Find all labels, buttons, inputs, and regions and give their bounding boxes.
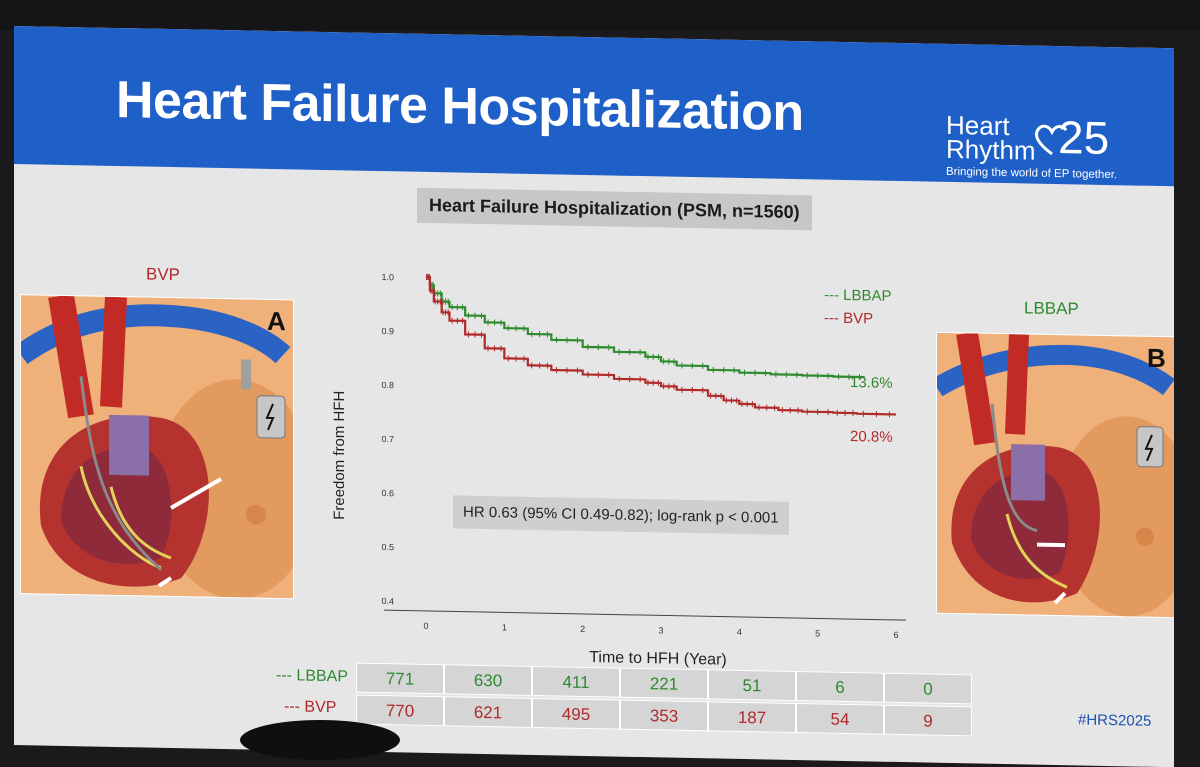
x-tick-labels: 0 1 2 3 4 5 6 <box>423 621 898 640</box>
risk-cell-lbbap: 411 <box>532 665 620 698</box>
risk-row-lbbap-label: --- LBBAP <box>276 667 349 686</box>
x-tick-label: 5 <box>815 628 820 638</box>
x-tick-label: 4 <box>737 627 742 637</box>
x-tick-label: 3 <box>658 625 663 635</box>
logo-word-rhythm: Rhythm <box>946 133 1036 166</box>
risk-cell-bvp: 54 <box>796 703 884 735</box>
conference-hashtag: #HRS2025 <box>1078 711 1152 730</box>
y-tick-label: 0.4 <box>381 596 394 606</box>
panel-letter-a: A <box>267 305 286 337</box>
x-tick-label: 0 <box>423 621 428 631</box>
x-tick-label: 6 <box>893 630 898 640</box>
x-axis-line <box>384 609 906 621</box>
left-panel-label: BVP <box>146 264 181 285</box>
risk-cell-lbbap: 51 <box>708 669 796 702</box>
y-tick-label: 0.9 <box>381 326 394 336</box>
x-tick-label: 1 <box>502 622 507 632</box>
km-curve-chart: 0.4 0.5 0.6 0.7 0.8 0.9 1.0 0 1 2 3 4 5 6 Freedom fr… <box>331 272 906 669</box>
km-curve-lbbap <box>426 275 865 379</box>
risk-cell-lbbap: 630 <box>444 664 532 696</box>
hazard-ratio-annotation: HR 0.63 (95% CI 0.49-0.82); log-rank p <… <box>453 495 789 535</box>
logo-year: 25 <box>1058 111 1110 165</box>
panel-letter-b: B <box>1147 342 1166 374</box>
lbbap-heart-illustration: B <box>936 331 1174 619</box>
lbbap-end-label: 13.6% <box>850 374 893 392</box>
room-background <box>0 0 1200 30</box>
risk-cell-bvp: 353 <box>620 699 708 732</box>
y-tick-label: 0.6 <box>381 488 394 498</box>
y-tick-label: 0.8 <box>381 380 394 390</box>
legend-lbbap: --- LBBAP <box>824 287 892 305</box>
risk-cell-bvp: 187 <box>708 701 796 734</box>
bvp-heart-illustration: A <box>20 294 294 600</box>
audience-head-silhouette <box>240 720 400 760</box>
risk-cell-bvp: 9 <box>884 704 972 737</box>
chart-title: Heart Failure Hospitalization (PSM, n=15… <box>417 187 812 231</box>
risk-cell-bvp: 770 <box>356 694 444 727</box>
bvp-end-label: 20.8% <box>850 428 893 446</box>
logo-tagline: Bringing the world of EP together. <box>946 165 1118 182</box>
y-tick-label: 1.0 <box>381 272 394 282</box>
y-axis-label: Freedom from HFH <box>331 390 348 520</box>
y-tick-label: 0.7 <box>381 434 394 444</box>
y-tick-labels: 0.4 0.5 0.6 0.7 0.8 0.9 1.0 <box>381 272 394 606</box>
x-tick-label: 2 <box>580 624 585 634</box>
presentation-slide: Heart Failure Hospitalization Heart Rhyt… <box>14 26 1174 767</box>
risk-cell-bvp: 495 <box>532 697 620 730</box>
legend-bvp: --- BVP <box>824 310 873 328</box>
x-axis-label: Time to HFH (Year) <box>589 649 727 669</box>
risk-cell-lbbap: 0 <box>884 672 972 705</box>
risk-cell-bvp: 621 <box>444 696 532 728</box>
heart-rhythm-logo: Heart Rhythm 25 Bringing the world of EP… <box>946 108 1156 192</box>
slide-title: Heart Failure Hospitalization <box>116 70 804 143</box>
risk-cell-lbbap: 221 <box>620 667 708 700</box>
lbbap-heart-drawing <box>936 331 1174 618</box>
heart-icon <box>1035 124 1068 156</box>
bvp-heart-drawing <box>20 294 294 600</box>
risk-cell-lbbap: 771 <box>356 662 444 695</box>
title-banner: Heart Failure Hospitalization Heart Rhyt… <box>14 26 1174 187</box>
right-panel-label: LBBAP <box>1024 298 1079 319</box>
risk-row-bvp-label: --- BVP <box>284 698 337 717</box>
y-tick-label: 0.5 <box>381 542 394 552</box>
risk-cell-lbbap: 6 <box>796 671 884 703</box>
km-curves <box>426 273 896 418</box>
